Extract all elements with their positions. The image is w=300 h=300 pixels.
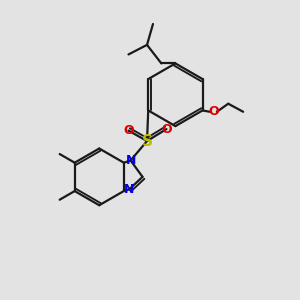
Text: N: N [124, 183, 134, 196]
Text: O: O [161, 123, 172, 136]
Text: O: O [123, 124, 134, 137]
Text: S: S [142, 134, 152, 148]
Text: N: N [125, 154, 136, 167]
Text: O: O [208, 105, 219, 118]
